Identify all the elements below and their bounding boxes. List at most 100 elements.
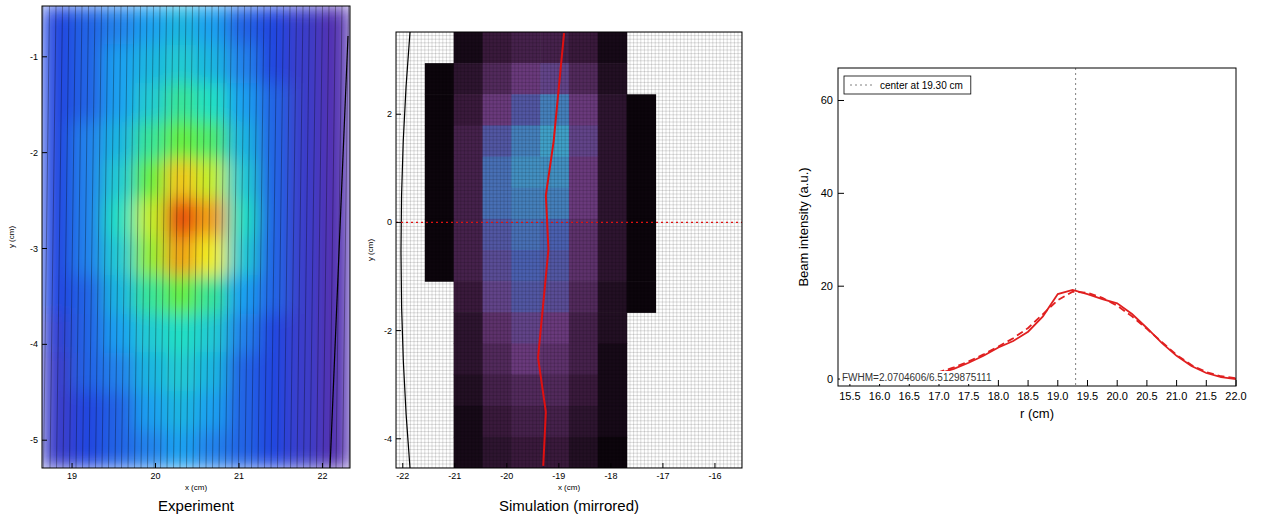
mesh-line <box>396 456 742 457</box>
mesh-line <box>396 327 742 328</box>
mesh-line <box>396 39 742 40</box>
mesh-line <box>396 431 742 432</box>
mesh-line <box>396 132 742 133</box>
mesh-line <box>396 233 742 234</box>
x-axis-title: x (cm) <box>185 483 208 492</box>
y-tick-label: 0 <box>387 217 392 227</box>
mesh-line <box>396 392 742 393</box>
mesh-line <box>396 190 742 191</box>
mesh-line <box>271 6 277 468</box>
heat-cell <box>196 83 227 122</box>
mesh-line <box>396 298 742 299</box>
mesh-line <box>396 201 742 202</box>
mesh-line <box>396 237 742 238</box>
mesh-line <box>396 204 742 205</box>
boundary <box>330 36 348 468</box>
mesh-line <box>396 366 742 367</box>
annotation: FWHM=2.0704606/6.5129875111 <box>842 372 992 383</box>
y-tick-label: 60 <box>821 94 833 106</box>
heat-cell <box>165 314 196 353</box>
x-tick-label: 18.0 <box>988 390 1009 402</box>
x-axis-title: x (cm) <box>558 483 581 492</box>
mesh-line <box>396 78 742 79</box>
mesh-line <box>396 410 742 411</box>
mesh-line <box>396 161 742 162</box>
mesh-line <box>396 384 742 385</box>
mesh-line <box>76 6 82 468</box>
heat-cell <box>165 83 196 122</box>
x-tick <box>402 463 403 468</box>
heat-cell <box>73 276 104 315</box>
mesh-line <box>396 240 742 241</box>
y-tick <box>396 330 401 331</box>
mesh-line <box>239 6 245 468</box>
heat-cell <box>104 353 135 392</box>
mesh-line <box>396 280 742 281</box>
mesh-line <box>396 302 742 303</box>
frame <box>42 6 350 468</box>
mesh-line <box>396 381 742 382</box>
heat-cell <box>258 6 289 45</box>
mesh-line <box>396 438 742 439</box>
mesh-line <box>396 111 742 112</box>
y-tick <box>396 114 401 115</box>
y-tick <box>42 56 47 57</box>
mesh-line <box>396 114 742 115</box>
x-tick-label: 20 <box>151 471 161 481</box>
mesh <box>396 32 742 468</box>
mesh-line <box>161 6 167 468</box>
x-tick-label: -22 <box>396 471 409 481</box>
heat-cell <box>165 276 196 315</box>
heat-cell <box>319 160 350 199</box>
mesh-line <box>310 6 316 468</box>
y-tick <box>838 193 844 194</box>
mesh-line <box>396 399 742 400</box>
x-tick-label: 20.5 <box>1136 390 1157 402</box>
mesh-line <box>193 6 199 468</box>
x-tick <box>1176 380 1177 386</box>
mesh-line <box>297 6 303 468</box>
mesh-line <box>396 143 742 144</box>
mesh-line <box>396 176 742 177</box>
mesh-line <box>102 6 108 468</box>
heat-cell <box>319 276 350 315</box>
mesh-line <box>396 75 742 76</box>
legend-swatch <box>850 85 874 86</box>
heat-cell <box>288 314 319 353</box>
mesh-line <box>396 352 742 353</box>
mesh-line <box>63 6 69 468</box>
mesh-line <box>258 6 264 468</box>
heat-cell <box>227 391 258 430</box>
x-tick-label: 22.0 <box>1225 390 1246 402</box>
x-tick <box>1236 380 1237 386</box>
mesh-line <box>396 53 742 54</box>
mesh-line <box>396 42 742 43</box>
mesh-line <box>396 428 742 429</box>
mesh-line <box>396 330 742 331</box>
heat-cell <box>42 276 73 315</box>
mesh-line <box>396 334 742 335</box>
heat-cell <box>288 199 319 238</box>
mesh-line <box>396 359 742 360</box>
mesh-line <box>219 6 225 468</box>
heat-cell <box>165 160 196 199</box>
mesh-line <box>226 6 232 468</box>
heat-cell <box>104 314 135 353</box>
mesh-line <box>135 6 141 468</box>
mesh-line <box>396 165 742 166</box>
heat-cell <box>227 83 258 122</box>
mesh-line <box>396 255 742 256</box>
mesh-line <box>396 356 742 357</box>
plot-area <box>42 6 350 468</box>
mesh-line <box>396 140 742 141</box>
mesh-line <box>396 158 742 159</box>
mesh-line <box>396 136 742 137</box>
x-tick-label: -16 <box>708 471 721 481</box>
mesh-line <box>396 154 742 155</box>
x-tick <box>238 463 239 468</box>
x-tick-label: 18.5 <box>1017 390 1038 402</box>
y-tick <box>838 100 844 101</box>
heat-cell <box>104 6 135 45</box>
caption: Simulation (mirrored) <box>499 497 639 514</box>
heat-cell <box>73 199 104 238</box>
